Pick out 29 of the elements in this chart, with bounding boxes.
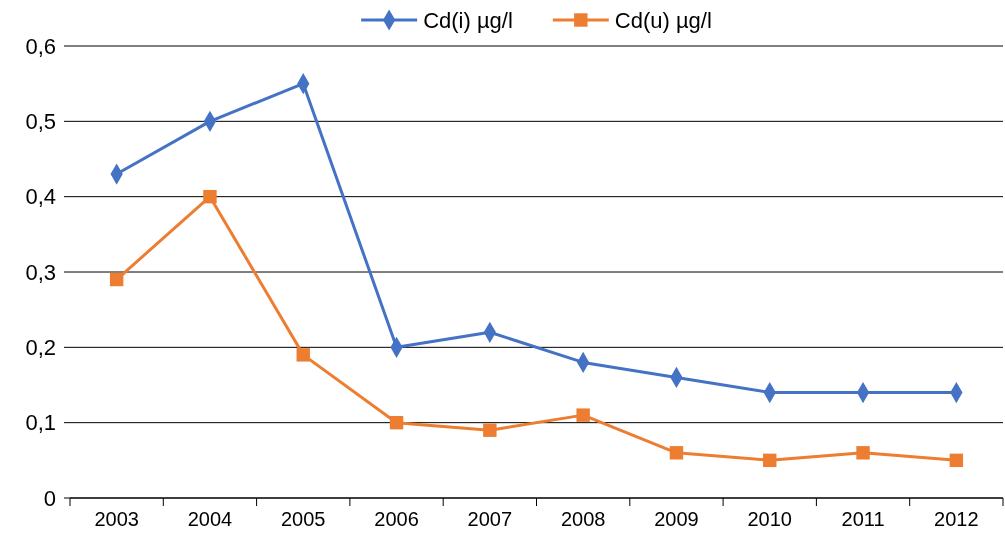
x-tick-label: 2007: [467, 508, 513, 531]
legend-label: Cd(u) µg/l: [614, 8, 712, 33]
x-tick-label: 2010: [747, 508, 792, 531]
x-tick-label: 2009: [654, 508, 699, 531]
point: [296, 348, 310, 362]
x-tick-label: 2006: [374, 508, 419, 531]
point: [856, 446, 870, 460]
y-tick-label: 0,3: [25, 259, 56, 285]
x-tick-label: 2008: [560, 508, 606, 531]
y-tick-label: 0,2: [25, 334, 56, 360]
y-tick-label: 0: [43, 485, 56, 511]
x-tick-label: 2003: [94, 508, 139, 531]
y-tick-label: 0,1: [25, 410, 56, 436]
point: [483, 423, 497, 437]
point: [203, 189, 217, 204]
point: [949, 453, 964, 468]
point: [109, 272, 124, 287]
x-tick-label: 2011: [841, 508, 885, 531]
legend-label: Cd(i) µg/l: [423, 8, 513, 33]
x-tick-label: 2004: [187, 508, 233, 531]
point: [389, 415, 404, 430]
y-tick-label: 0,4: [25, 184, 56, 210]
point: [669, 446, 684, 460]
x-tick-label: 2005: [281, 508, 326, 531]
y-tick-label: 0,6: [25, 33, 56, 59]
point: [576, 408, 590, 422]
y-tick-label: 0,5: [25, 108, 56, 134]
point: [763, 453, 777, 468]
x-tick-label: 2012: [934, 508, 979, 531]
